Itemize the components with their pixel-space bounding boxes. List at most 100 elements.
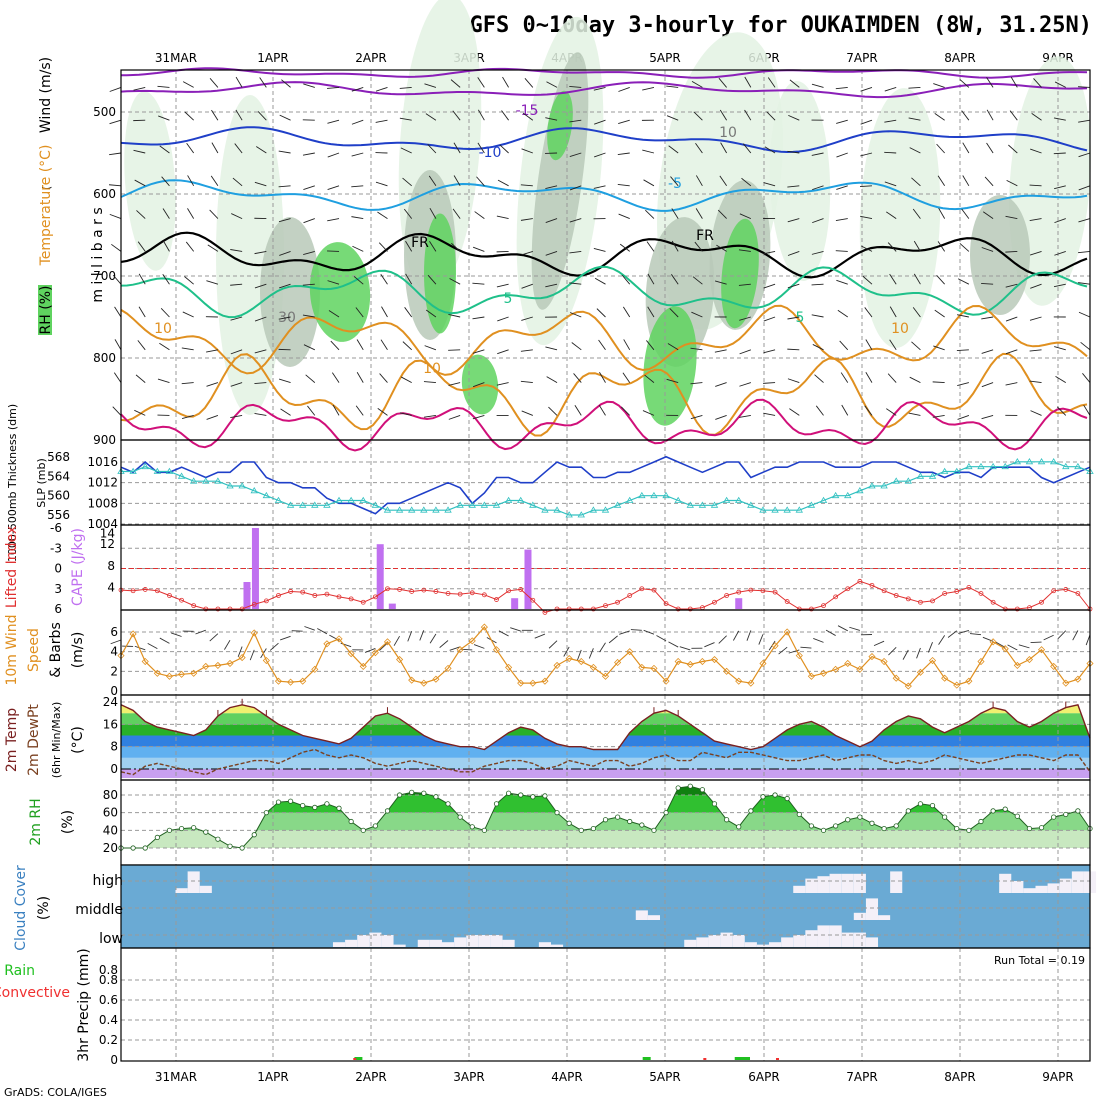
temp-tick-label: 24: [103, 695, 118, 709]
rh2m-point: [736, 824, 742, 830]
wind-barb: [206, 414, 219, 420]
wind-speed-point: [274, 677, 283, 685]
surface-wind-barb: [429, 633, 437, 644]
cloud-cell: [369, 932, 382, 947]
wind-barb: [331, 372, 340, 383]
wind-barb: [957, 314, 969, 318]
wind-speed-point: [444, 664, 452, 672]
wind-barb: [911, 341, 921, 351]
thickness-point: [965, 462, 973, 470]
rh2m-point: [699, 787, 706, 793]
lifted-index-point: [603, 603, 608, 609]
wind-speed-point: [880, 657, 888, 666]
wind-barb: [1029, 184, 1042, 187]
thickness-tick-label: 560: [47, 489, 70, 503]
wind-barb: [399, 117, 412, 121]
wind-barb: [477, 77, 485, 88]
lifted-index-point: [893, 593, 899, 598]
surface-wind-barb: [379, 642, 388, 651]
wind-barb: [1078, 282, 1091, 285]
cape-tick-label: 12: [100, 537, 115, 551]
cloud-cover-panel: high middle low Cloud Cover (%): [13, 864, 1097, 951]
wind-barb: [593, 185, 606, 189]
wind-barb: [716, 244, 727, 252]
bottom-date-label: 2APR: [355, 1070, 386, 1084]
wind-speed-point: [153, 669, 161, 677]
wind-barb: [720, 142, 728, 154]
wind-barb: [642, 86, 655, 91]
wind-barb: [520, 184, 533, 187]
surface-wind-barb: [110, 639, 122, 645]
wind-speed-line: [120, 626, 1091, 687]
wind-speed-point: [577, 657, 585, 666]
rh2m-point: [300, 802, 306, 809]
wind-barb: [569, 218, 582, 223]
surface-wind-barb: [927, 642, 933, 653]
wind-barb: [472, 382, 485, 388]
wind-barb: [911, 177, 921, 187]
wind-speed-point: [1013, 661, 1021, 669]
wind-barb: [864, 405, 873, 416]
wind-barb: [181, 414, 194, 419]
lifted-index-point: [857, 578, 863, 584]
cloud-cell: [878, 915, 891, 920]
cloud-cell: [890, 871, 903, 893]
thickness-point: [371, 501, 380, 508]
lifted-index-line: [120, 580, 1091, 613]
cape-bar: [376, 544, 384, 609]
wind-barb: [986, 142, 994, 154]
wind-barb: [497, 349, 509, 355]
wind-speed-point: [807, 672, 815, 680]
rh2m-point: [518, 792, 524, 798]
wind-barb: [425, 113, 437, 121]
precip-tick-label: 0.8: [99, 963, 118, 977]
lifted-index-point: [627, 593, 633, 598]
precip-tick-label: 0: [110, 1053, 118, 1067]
top-date-label: 7APR: [846, 51, 877, 65]
thickness-point: [141, 462, 149, 470]
lifted-index-point: [615, 599, 621, 605]
cloud-cell: [345, 939, 358, 947]
slp-tick-label: 1004: [87, 517, 118, 531]
wind-barb: [184, 276, 194, 285]
li-tick-label: 3: [54, 582, 62, 596]
cloud-cell: [732, 935, 745, 947]
wind-barb: [1005, 349, 1018, 355]
lifted-index-point: [239, 606, 245, 612]
rh2m-point: [554, 810, 560, 816]
wind-barb: [402, 341, 413, 351]
surface-wind-barb: [778, 646, 788, 655]
wind-barb: [405, 240, 413, 252]
wind-barb: [521, 316, 533, 321]
cloud-cell: [841, 873, 854, 893]
surface-wind-barb: [916, 647, 921, 659]
wind-barb: [984, 176, 994, 187]
wind-barb: [162, 208, 170, 219]
surface-wind-barb: [473, 644, 485, 649]
wind-barb: [908, 117, 921, 121]
thickness-point: [601, 506, 610, 513]
cloud-cell: [454, 937, 467, 947]
rh2m-point: [312, 804, 318, 810]
rh-legend-swatch: [38, 285, 52, 335]
wind-barb: [230, 283, 243, 286]
wind-barb: [307, 405, 316, 416]
wind-barb: [667, 343, 679, 351]
wind-barb: [305, 374, 316, 383]
surface-wind-barb: [407, 630, 413, 642]
lifted-index-point: [203, 606, 209, 612]
wind-barb: [477, 109, 485, 121]
rh2m-point: [1063, 811, 1069, 818]
wind-barb: [763, 316, 776, 322]
cloud-cell: [635, 910, 648, 920]
wind-speed-point: [783, 628, 791, 636]
temperature-axis-label: Temperature (°C): [38, 145, 54, 267]
lifted-index-axis-label: Lifted Index: [4, 526, 20, 608]
rh2m-point: [457, 814, 463, 820]
cloud-cell: [502, 939, 515, 947]
thickness-point: [395, 506, 404, 513]
wind-barb: [835, 86, 848, 90]
rh2m-point: [287, 798, 294, 804]
cloud-cell: [805, 930, 818, 947]
wind-barb: [259, 77, 267, 88]
